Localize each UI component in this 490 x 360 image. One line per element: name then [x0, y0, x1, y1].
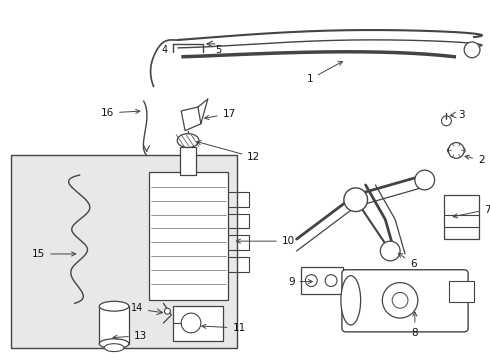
- Text: 15: 15: [32, 249, 76, 259]
- Text: 3: 3: [458, 110, 465, 120]
- Text: 1: 1: [306, 62, 343, 84]
- Bar: [148, 172, 227, 300]
- Text: 7: 7: [453, 204, 490, 218]
- Bar: [173, 306, 222, 341]
- Circle shape: [164, 308, 171, 314]
- Ellipse shape: [99, 301, 129, 311]
- Text: 17: 17: [205, 109, 236, 120]
- Circle shape: [325, 275, 337, 287]
- Circle shape: [448, 143, 464, 158]
- Circle shape: [344, 188, 368, 212]
- Text: 12: 12: [196, 141, 261, 162]
- Text: 14: 14: [131, 303, 144, 313]
- Circle shape: [441, 116, 451, 126]
- Circle shape: [181, 313, 201, 333]
- Ellipse shape: [104, 344, 124, 352]
- Ellipse shape: [341, 276, 361, 325]
- Bar: [11, 156, 237, 348]
- Bar: [449, 280, 474, 302]
- Ellipse shape: [447, 145, 465, 156]
- Text: 10: 10: [236, 236, 295, 246]
- Text: 5: 5: [216, 45, 222, 55]
- Text: 8: 8: [412, 312, 418, 338]
- Circle shape: [305, 275, 317, 287]
- Text: 13: 13: [113, 331, 147, 341]
- Bar: [301, 267, 343, 294]
- FancyBboxPatch shape: [342, 270, 468, 332]
- Text: 9: 9: [288, 276, 313, 287]
- Circle shape: [415, 170, 435, 190]
- Polygon shape: [181, 107, 201, 131]
- Circle shape: [382, 283, 418, 318]
- Text: 16: 16: [101, 108, 140, 118]
- Bar: [99, 306, 129, 344]
- Text: 4: 4: [161, 45, 168, 55]
- Text: 11: 11: [202, 323, 245, 333]
- Ellipse shape: [177, 134, 199, 148]
- Text: 6: 6: [398, 253, 416, 269]
- Bar: [444, 195, 479, 239]
- Circle shape: [392, 292, 408, 308]
- Ellipse shape: [99, 339, 129, 348]
- Text: 2: 2: [465, 155, 485, 165]
- Bar: [180, 148, 196, 175]
- Circle shape: [380, 241, 400, 261]
- Circle shape: [464, 42, 480, 58]
